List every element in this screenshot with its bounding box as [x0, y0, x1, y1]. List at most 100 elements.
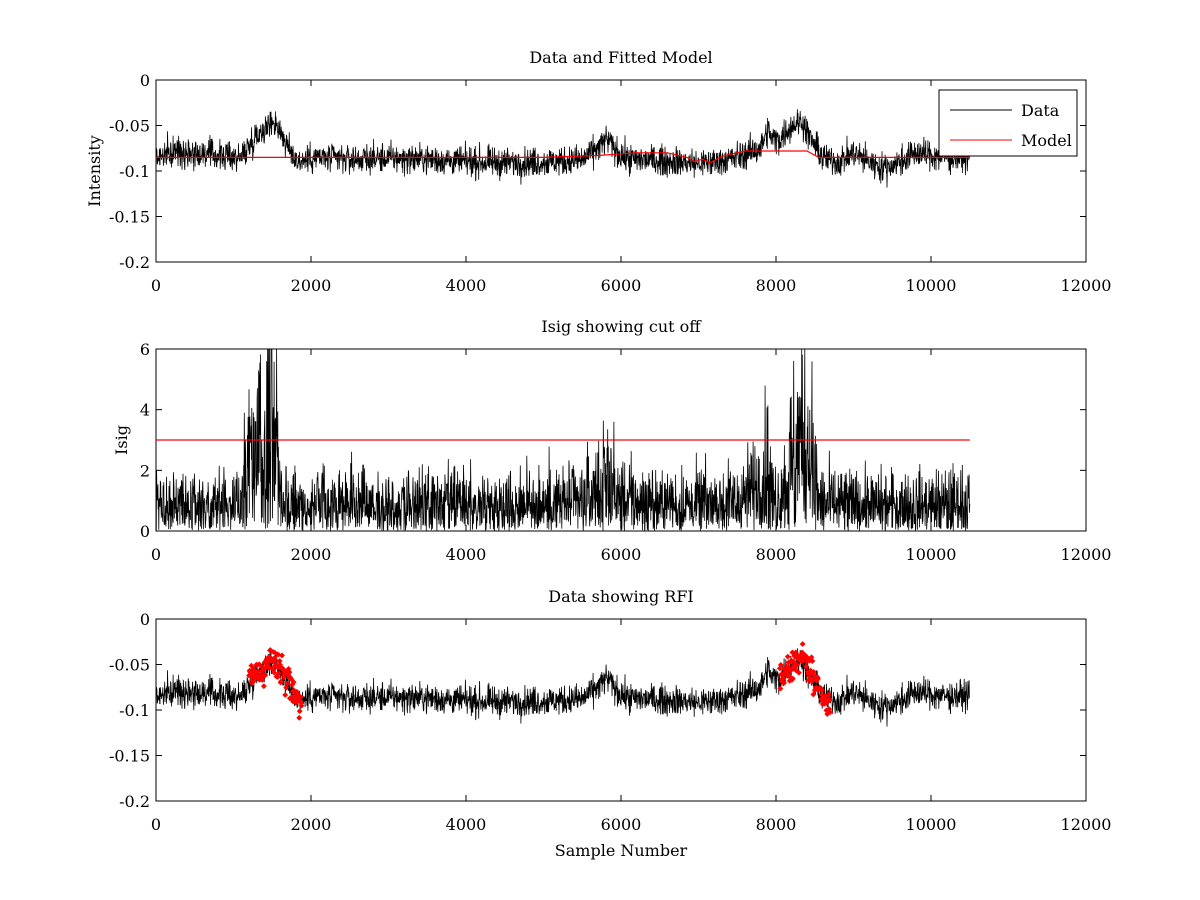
rfi-marker	[783, 672, 790, 679]
x-tick-label: 2000	[291, 545, 332, 564]
rfi-marker	[826, 696, 833, 703]
y-tick-label: 0	[140, 610, 150, 629]
x-tick-label: 4000	[446, 545, 487, 564]
rfi-marker	[250, 678, 257, 685]
rfi-marker	[289, 681, 296, 688]
rfi-marker	[286, 669, 293, 676]
rfi-marker	[776, 665, 783, 672]
rfi-marker	[248, 662, 255, 669]
rfi-marker	[260, 683, 267, 690]
y-tick-label: -0.1	[119, 162, 150, 181]
x-tick-label: 8000	[756, 276, 797, 295]
rfi-marker	[298, 702, 305, 709]
panel-1: Data and Fitted Model Intensity 0 2000 400…	[85, 48, 1111, 295]
x-tick-label: 6000	[601, 276, 642, 295]
rfi-marker	[262, 672, 269, 679]
x-tick-label: 0	[151, 276, 161, 295]
panel-1-legend: Data Model	[938, 89, 1078, 157]
y-tick-label: -0.05	[109, 656, 150, 675]
panel-1-ticks: 0 2000 4000 6000 8000 10000 12000 -0.2 -0.15 -0.1…	[109, 71, 1111, 295]
panel-3: Data showing RFI Sample Number 0 2000 4000…	[109, 587, 1111, 860]
rfi-marker	[777, 662, 784, 668]
panel-3-plot-area	[155, 618, 1087, 802]
rfi-marker	[296, 714, 303, 721]
rfi-marker	[819, 687, 826, 693]
panel-2-ticks: 0 2000 4000 6000 8000 10000 12000 0 2 4 6	[140, 340, 1112, 564]
rfi-marker	[275, 670, 282, 677]
rfi-marker	[794, 662, 801, 668]
x-tick-label: 6000	[601, 815, 642, 834]
rfi-marker	[276, 658, 283, 664]
rfi-marker	[825, 691, 832, 698]
x-tick-label: 12000	[1061, 545, 1112, 564]
rfi-marker	[784, 653, 791, 660]
y-tick-label: 0	[140, 522, 150, 541]
rfi-marker	[781, 679, 787, 686]
rfi-marker	[294, 691, 301, 698]
rfi-marker	[787, 667, 794, 674]
rfi-marker	[789, 675, 796, 682]
series-line-isig	[155, 348, 971, 532]
rfi-marker	[269, 665, 276, 672]
rfi-marker	[290, 679, 297, 686]
panel-1-series	[155, 109, 970, 188]
rfi-marker	[792, 649, 799, 656]
panel-2-series	[155, 348, 971, 532]
legend-data-label: Data	[1021, 101, 1060, 120]
x-tick-label: 4000	[446, 815, 487, 834]
panel-1-plot-area	[155, 79, 1087, 263]
x-tick-label: 10000	[906, 815, 957, 834]
rfi-marker	[827, 709, 834, 716]
panel-2-title: Isig showing cut off	[541, 317, 702, 336]
y-tick-label: 4	[140, 401, 150, 420]
panel-1-ylabel: Intensity	[85, 135, 104, 207]
y-tick-label: -0.15	[109, 747, 150, 766]
rfi-marker	[780, 675, 787, 682]
rfi-marker	[803, 663, 810, 670]
rfi-marker	[250, 665, 257, 672]
series-line-data	[155, 109, 970, 188]
rfi-marker	[278, 678, 285, 685]
y-tick-label: -0.15	[109, 208, 150, 227]
rfi-marker	[815, 676, 821, 682]
x-tick-label: 12000	[1061, 276, 1112, 295]
y-tick-label: 0	[140, 71, 150, 90]
y-tick-label: -0.2	[119, 253, 150, 272]
series-line-model	[156, 150, 970, 164]
y-tick-label: -0.1	[119, 701, 150, 720]
legend-model-label: Model	[1021, 131, 1072, 150]
legend-box	[938, 89, 1078, 157]
panel-3-xlabel: Sample Number	[555, 841, 688, 860]
x-tick-label: 8000	[756, 545, 797, 564]
rfi-marker	[282, 692, 289, 698]
rfi-marker	[255, 670, 262, 677]
rfi-marker	[277, 661, 284, 668]
rfi-marker	[285, 665, 292, 672]
y-tick-label: 2	[140, 461, 150, 480]
rfi-marker	[283, 684, 290, 691]
panel-3-title: Data showing RFI	[548, 587, 693, 606]
rfi-marker	[777, 685, 784, 692]
panel-3-series	[155, 641, 970, 727]
panel-1-title: Data and Fitted Model	[529, 48, 712, 67]
panel-2: Isig showing cut off Isig 0 2000 4000 6000 8…	[112, 317, 1111, 564]
rfi-marker	[279, 652, 285, 659]
rfi-marker	[284, 680, 291, 687]
rfi-marker	[799, 641, 806, 647]
rfi-marker	[297, 694, 304, 701]
x-tick-label: 4000	[446, 276, 487, 295]
x-tick-label: 2000	[291, 276, 332, 295]
rfi-marker	[809, 658, 816, 665]
rfi-marker	[809, 678, 815, 685]
x-tick-label: 6000	[601, 545, 642, 564]
y-tick-label: 6	[140, 340, 150, 359]
x-tick-label: 12000	[1061, 815, 1112, 834]
panel-3-ticks: 0 2000 4000 6000 8000 10000 12000 -0.2 -0.15 -0.1…	[109, 610, 1111, 834]
rfi-marker	[796, 669, 802, 676]
x-tick-label: 8000	[756, 815, 797, 834]
y-tick-label: -0.2	[119, 792, 150, 811]
rfi-marker	[296, 708, 303, 715]
x-tick-label: 0	[151, 545, 161, 564]
x-tick-label: 10000	[906, 276, 957, 295]
